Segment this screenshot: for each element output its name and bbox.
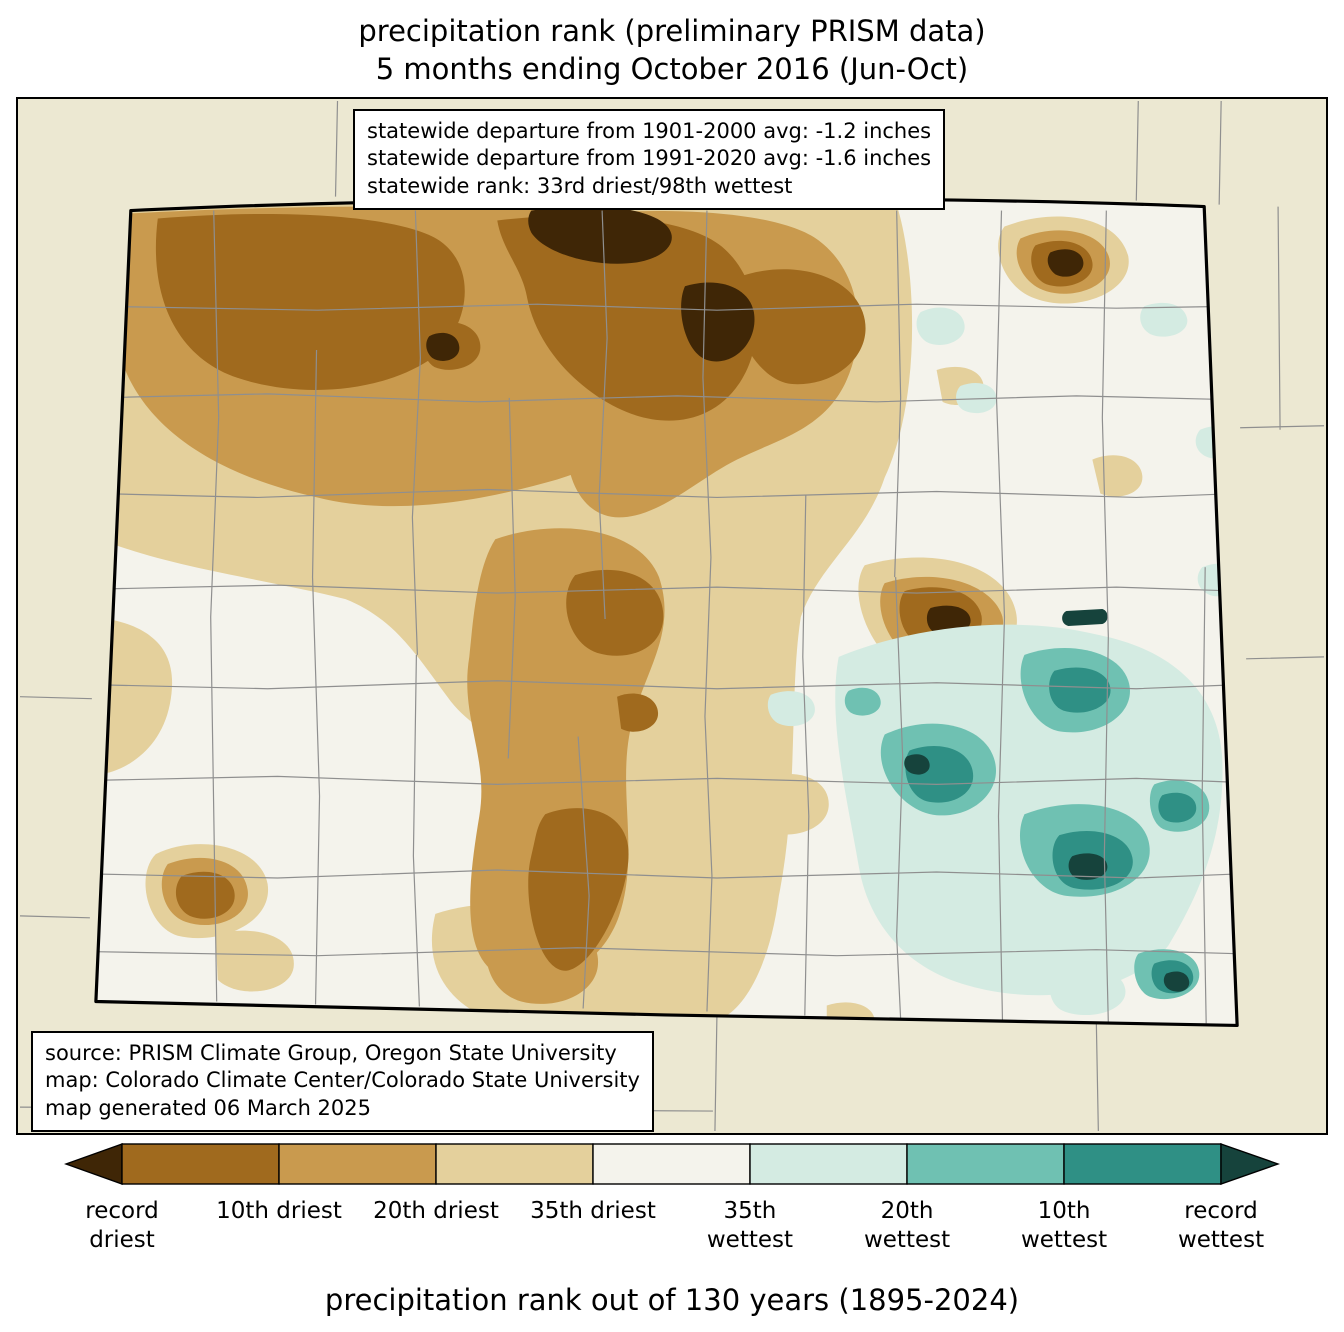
colorbar-seg-near-normal — [592, 1142, 751, 1185]
dry-contour-10th — [155, 213, 1093, 971]
legend-label-10th-wettest: 10th wettest — [1020, 1197, 1108, 1254]
wet-contour-35th — [767, 302, 1238, 1015]
source-line3: map generated 06 March 2025 — [45, 1095, 372, 1120]
colorbar-seg-20th-driest — [278, 1142, 437, 1185]
county-lines — [95, 210, 1238, 1023]
figure-title: precipitation rank (preliminary PRISM da… — [0, 0, 1344, 89]
colorbar-caption: precipitation rank out of 130 years (189… — [324, 1282, 1020, 1317]
title-line1: precipitation rank (preliminary PRISM da… — [358, 14, 986, 48]
colorbar-seg-10th-wettest — [1063, 1142, 1222, 1185]
colorbar-seg-20th-wettest — [906, 1142, 1065, 1185]
map-plot: statewide departure from 1901-2000 avg: … — [16, 96, 1328, 1135]
stats-line3: statewide rank: 33rd driest/98th wettest — [367, 173, 793, 198]
source-line1: source: PRISM Climate Group, Oregon Stat… — [45, 1040, 617, 1065]
colorbar-arrow-record-driest — [64, 1142, 123, 1185]
colorbar-seg-10th-driest — [121, 1142, 280, 1185]
legend-label-record-wettest: record wettest — [1177, 1197, 1265, 1254]
source-box: source: PRISM Climate Group, Oregon Stat… — [31, 1030, 654, 1132]
wet-contour-record — [904, 608, 1190, 992]
title-line2: 5 months ending October 2016 (Jun-Oct) — [375, 52, 969, 87]
legend-label-10th-driest: 10th driest — [216, 1197, 342, 1224]
source-line2: map: Colorado Climate Center/Colorado St… — [45, 1068, 640, 1093]
colorbar-labels: record driest 10th driest 20th driest 35… — [64, 1197, 1280, 1283]
colorbar-seg-35th-wettest — [749, 1142, 908, 1185]
colorbar-wrap — [64, 1142, 1280, 1185]
state-interior — [95, 198, 1238, 1025]
stats-line2: statewide departure from 1991-2020 avg: … — [367, 146, 932, 171]
stats-box: statewide departure from 1901-2000 avg: … — [353, 108, 946, 210]
colorbar-arrow-record-wettest — [1220, 1142, 1280, 1185]
legend-label-20th-wettest: 20th wettest — [863, 1197, 951, 1254]
colorbar-seg-35th-driest — [435, 1142, 594, 1185]
legend-label-35th-wettest: 35th wettest — [706, 1197, 794, 1254]
legend-label-record-driest: record driest — [85, 1197, 159, 1254]
legend-label-20th-driest: 20th driest — [373, 1197, 499, 1224]
stats-line1: statewide departure from 1901-2000 avg: … — [367, 118, 932, 143]
colorbar — [64, 1142, 1280, 1185]
legend-label-35th-driest: 35th driest — [530, 1197, 656, 1224]
colorado-map — [19, 100, 1325, 1131]
